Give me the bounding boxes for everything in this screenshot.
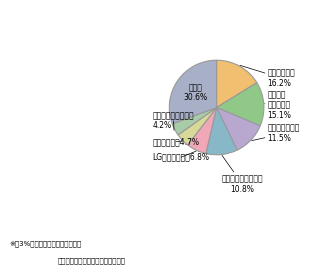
Text: フィリップス（衢）
10.8%: フィリップス（衢） 10.8%: [222, 155, 264, 194]
Wedge shape: [169, 60, 217, 124]
Wedge shape: [188, 107, 217, 154]
Text: LG電子（韓）　6.8%: LG電子（韓） 6.8%: [153, 151, 210, 162]
Text: シャープ（日）
11.5%: シャープ（日） 11.5%: [252, 124, 300, 143]
Wedge shape: [206, 107, 237, 155]
Text: ※　3%以上のシェアを有する企業: ※ 3%以上のシェアを有する企業: [10, 241, 82, 247]
Wedge shape: [217, 107, 260, 150]
Wedge shape: [217, 60, 257, 107]
Text: 松下電器産業（日）
4.2%: 松下電器産業（日） 4.2%: [153, 111, 194, 131]
Text: 東苝（日）　4.7%: 東苝（日） 4.7%: [153, 137, 200, 146]
Text: ソニー（日）
16.2%: ソニー（日） 16.2%: [240, 65, 295, 88]
Wedge shape: [217, 83, 264, 126]
Wedge shape: [178, 107, 217, 145]
Wedge shape: [172, 107, 217, 135]
Text: ディスプレイサーチ資料により作成: ディスプレイサーチ資料により作成: [58, 257, 126, 264]
Text: サムスン
電子（韓）
15.1%: サムスン 電子（韓） 15.1%: [265, 90, 291, 120]
Text: その他
30.6%: その他 30.6%: [183, 83, 207, 103]
